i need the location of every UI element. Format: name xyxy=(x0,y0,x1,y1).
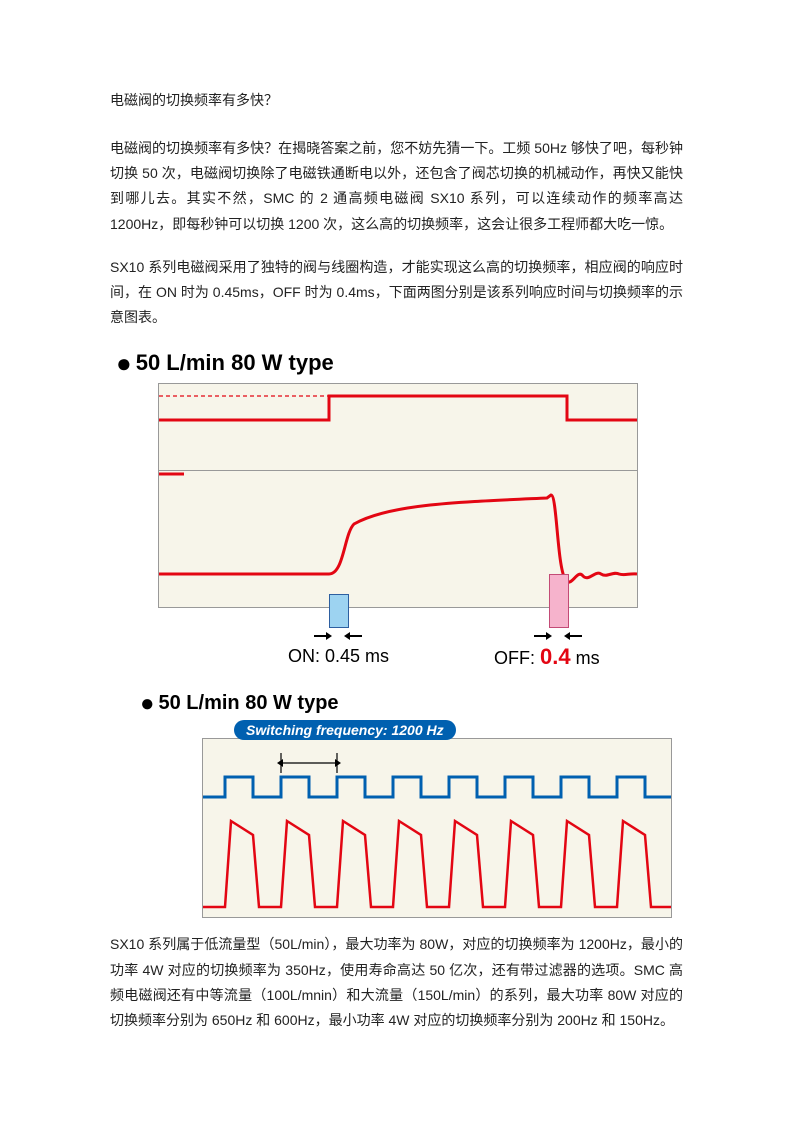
switching-frequency-diagram: Switching frequency: 1200 Hz xyxy=(104,720,683,918)
paragraph-1: 电磁阀的切换频率有多快？在揭晓答案之前，您不妨先猜一下。工频 50Hz 够快了吧… xyxy=(110,136,683,237)
diagram2-title: ●50 L/min 80 W type xyxy=(140,690,683,718)
diagram2-traces xyxy=(203,739,671,917)
off-dimension-arrows xyxy=(532,628,584,644)
page-title: 电磁阀的切换频率有多快？ xyxy=(110,90,683,110)
on-time-caption: ON: 0.45 ms xyxy=(288,646,389,667)
diagram1-plot-area xyxy=(158,383,638,608)
diagram1-title: ●50 L/min 80 W type xyxy=(116,348,683,379)
switching-frequency-badge: Switching frequency: 1200 Hz xyxy=(234,720,456,740)
paragraph-3: SX10 系列属于低流量型（50L/min），最大功率为 80W，对应的切换频率… xyxy=(110,932,683,1033)
paragraph-2: SX10 系列电磁阀采用了独特的阀与线圈构造，才能实现这么高的切换频率，相应阀的… xyxy=(110,255,683,331)
period-dimension xyxy=(277,753,341,773)
response-time-diagram: ON OFF xyxy=(104,383,683,672)
diagram2-plot-area xyxy=(202,738,672,918)
off-time-caption: OFF: 0.4 ms xyxy=(494,644,600,670)
on-dimension-arrows xyxy=(312,628,364,644)
